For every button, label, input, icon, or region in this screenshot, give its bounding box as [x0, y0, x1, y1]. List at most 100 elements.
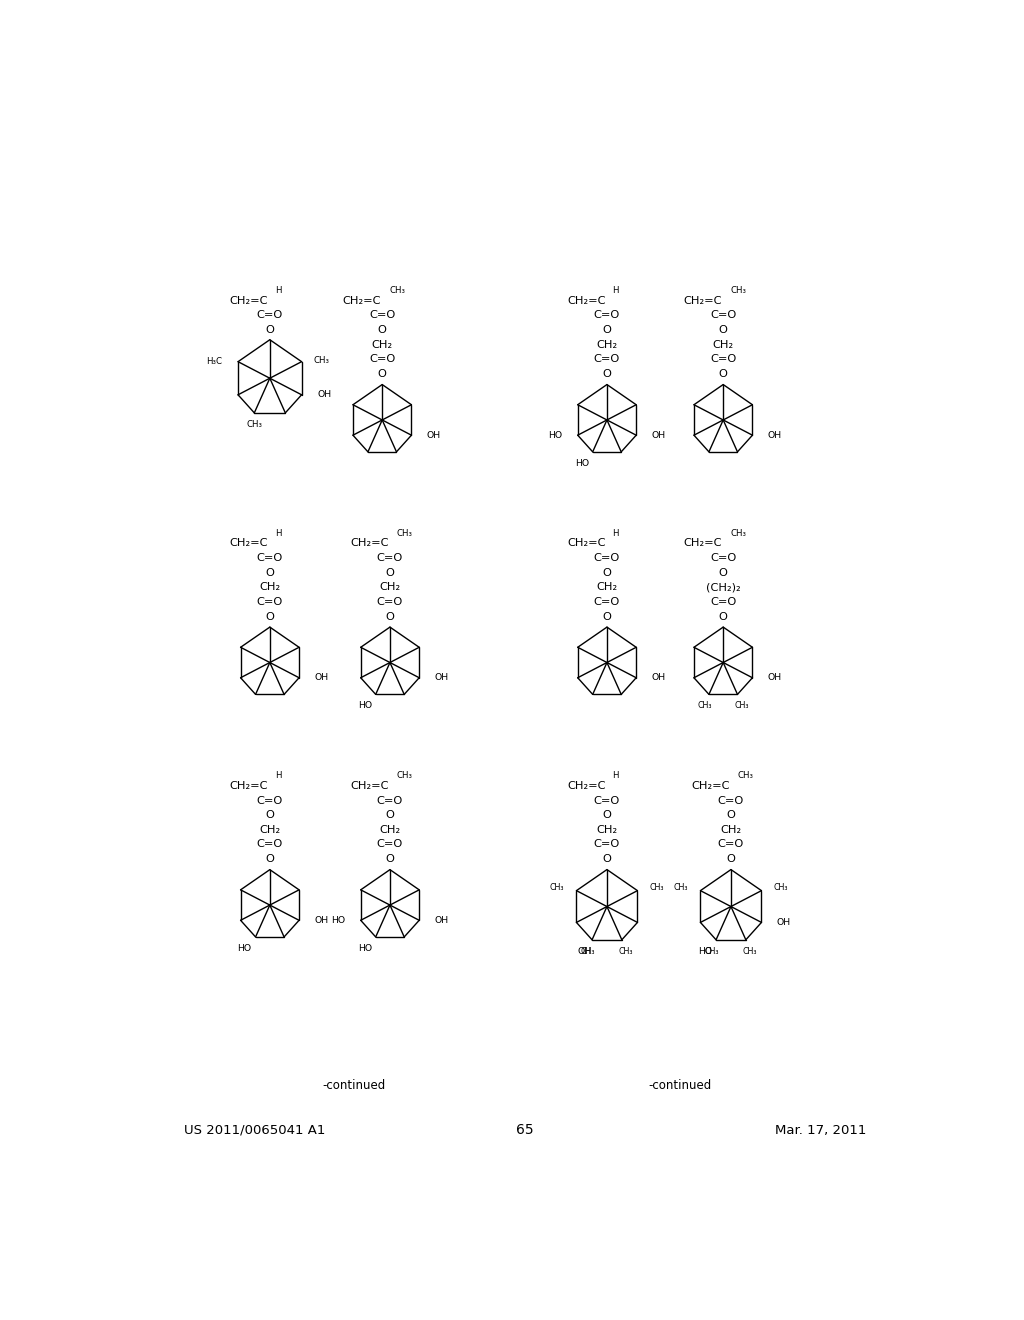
Text: CH₃: CH₃ — [550, 883, 564, 892]
Text: -continued: -continued — [648, 1078, 712, 1092]
Text: C=O: C=O — [718, 840, 744, 850]
Text: C=O: C=O — [257, 597, 283, 607]
Text: CH₃: CH₃ — [650, 883, 665, 892]
Text: CH₃: CH₃ — [247, 420, 262, 429]
Text: CH₃: CH₃ — [389, 286, 406, 296]
Text: O: O — [385, 810, 394, 820]
Text: H: H — [612, 286, 618, 296]
Text: CH₂: CH₂ — [379, 825, 400, 834]
Text: OH: OH — [768, 430, 782, 440]
Text: Mar. 17, 2011: Mar. 17, 2011 — [775, 1123, 866, 1137]
Text: C=O: C=O — [594, 354, 621, 364]
Text: CH₃: CH₃ — [697, 701, 713, 710]
Text: HO: HO — [698, 946, 713, 956]
Text: CH₃: CH₃ — [738, 771, 754, 780]
Text: CH₂: CH₂ — [259, 825, 281, 834]
Text: O: O — [602, 325, 611, 335]
Text: CH₃: CH₃ — [774, 883, 788, 892]
Text: C=O: C=O — [594, 597, 621, 607]
Text: (CH₂)₂: (CH₂)₂ — [706, 582, 740, 593]
Text: CH₃: CH₃ — [730, 286, 746, 296]
Text: CH₂=C: CH₂=C — [567, 296, 605, 306]
Text: OH: OH — [317, 391, 331, 399]
Text: CH₂: CH₂ — [596, 582, 617, 593]
Text: CH₂=C: CH₂=C — [342, 296, 381, 306]
Text: CH₂=C: CH₂=C — [229, 296, 268, 306]
Text: C=O: C=O — [594, 840, 621, 850]
Text: CH₂=C: CH₂=C — [229, 781, 268, 791]
Text: CH₂=C: CH₂=C — [229, 539, 268, 548]
Text: O: O — [602, 568, 611, 578]
Text: O: O — [719, 568, 728, 578]
Text: CH₂=C: CH₂=C — [350, 539, 388, 548]
Text: CH₃: CH₃ — [734, 701, 749, 710]
Text: OH: OH — [651, 430, 666, 440]
Text: H: H — [612, 771, 618, 780]
Text: O: O — [265, 611, 274, 622]
Text: O: O — [719, 325, 728, 335]
Text: CH₃: CH₃ — [705, 946, 720, 956]
Text: O: O — [385, 611, 394, 622]
Text: O: O — [726, 854, 735, 865]
Text: OH: OH — [768, 673, 782, 682]
Text: C=O: C=O — [257, 310, 283, 321]
Text: CH₃: CH₃ — [581, 946, 595, 956]
Text: CH₃: CH₃ — [742, 946, 757, 956]
Text: OH: OH — [434, 673, 449, 682]
Text: O: O — [726, 810, 735, 820]
Text: C=O: C=O — [377, 840, 403, 850]
Text: HO: HO — [574, 459, 589, 467]
Text: C=O: C=O — [257, 553, 283, 564]
Text: OH: OH — [314, 673, 329, 682]
Text: C=O: C=O — [710, 597, 736, 607]
Text: CH₂=C: CH₂=C — [683, 539, 722, 548]
Text: HO: HO — [357, 701, 372, 710]
Text: C=O: C=O — [377, 597, 403, 607]
Text: H: H — [275, 771, 282, 780]
Text: O: O — [602, 810, 611, 820]
Text: O: O — [602, 611, 611, 622]
Text: OH: OH — [314, 916, 329, 925]
Text: CH₃: CH₃ — [674, 883, 688, 892]
Text: CH₂=C: CH₂=C — [567, 781, 605, 791]
Text: C=O: C=O — [710, 354, 736, 364]
Text: H: H — [275, 286, 282, 296]
Text: C=O: C=O — [594, 553, 621, 564]
Text: 65: 65 — [516, 1123, 534, 1137]
Text: O: O — [719, 370, 728, 379]
Text: OH: OH — [777, 917, 792, 927]
Text: OH: OH — [427, 430, 441, 440]
Text: C=O: C=O — [594, 310, 621, 321]
Text: HO: HO — [357, 944, 372, 953]
Text: -continued: -continued — [323, 1078, 386, 1092]
Text: CH₂: CH₂ — [596, 825, 617, 834]
Text: CH₃: CH₃ — [618, 946, 633, 956]
Text: O: O — [385, 568, 394, 578]
Text: C=O: C=O — [594, 796, 621, 805]
Text: O: O — [602, 854, 611, 865]
Text: O: O — [378, 370, 387, 379]
Text: CH₂: CH₂ — [372, 339, 393, 350]
Text: HO: HO — [331, 916, 345, 925]
Text: CH₂: CH₂ — [379, 582, 400, 593]
Text: H: H — [612, 529, 618, 537]
Text: O: O — [719, 611, 728, 622]
Text: C=O: C=O — [257, 840, 283, 850]
Text: CH₃: CH₃ — [730, 529, 746, 537]
Text: HO: HO — [238, 944, 252, 953]
Text: C=O: C=O — [718, 796, 744, 805]
Text: CH₂: CH₂ — [596, 339, 617, 350]
Text: CH₂: CH₂ — [713, 339, 734, 350]
Text: O: O — [385, 854, 394, 865]
Text: C=O: C=O — [377, 553, 403, 564]
Text: O: O — [265, 568, 274, 578]
Text: O: O — [602, 370, 611, 379]
Text: US 2011/0065041 A1: US 2011/0065041 A1 — [183, 1123, 325, 1137]
Text: C=O: C=O — [710, 553, 736, 564]
Text: C=O: C=O — [369, 354, 395, 364]
Text: CH₂: CH₂ — [721, 825, 741, 834]
Text: C=O: C=O — [710, 310, 736, 321]
Text: OH: OH — [651, 673, 666, 682]
Text: O: O — [265, 325, 274, 335]
Text: O: O — [265, 854, 274, 865]
